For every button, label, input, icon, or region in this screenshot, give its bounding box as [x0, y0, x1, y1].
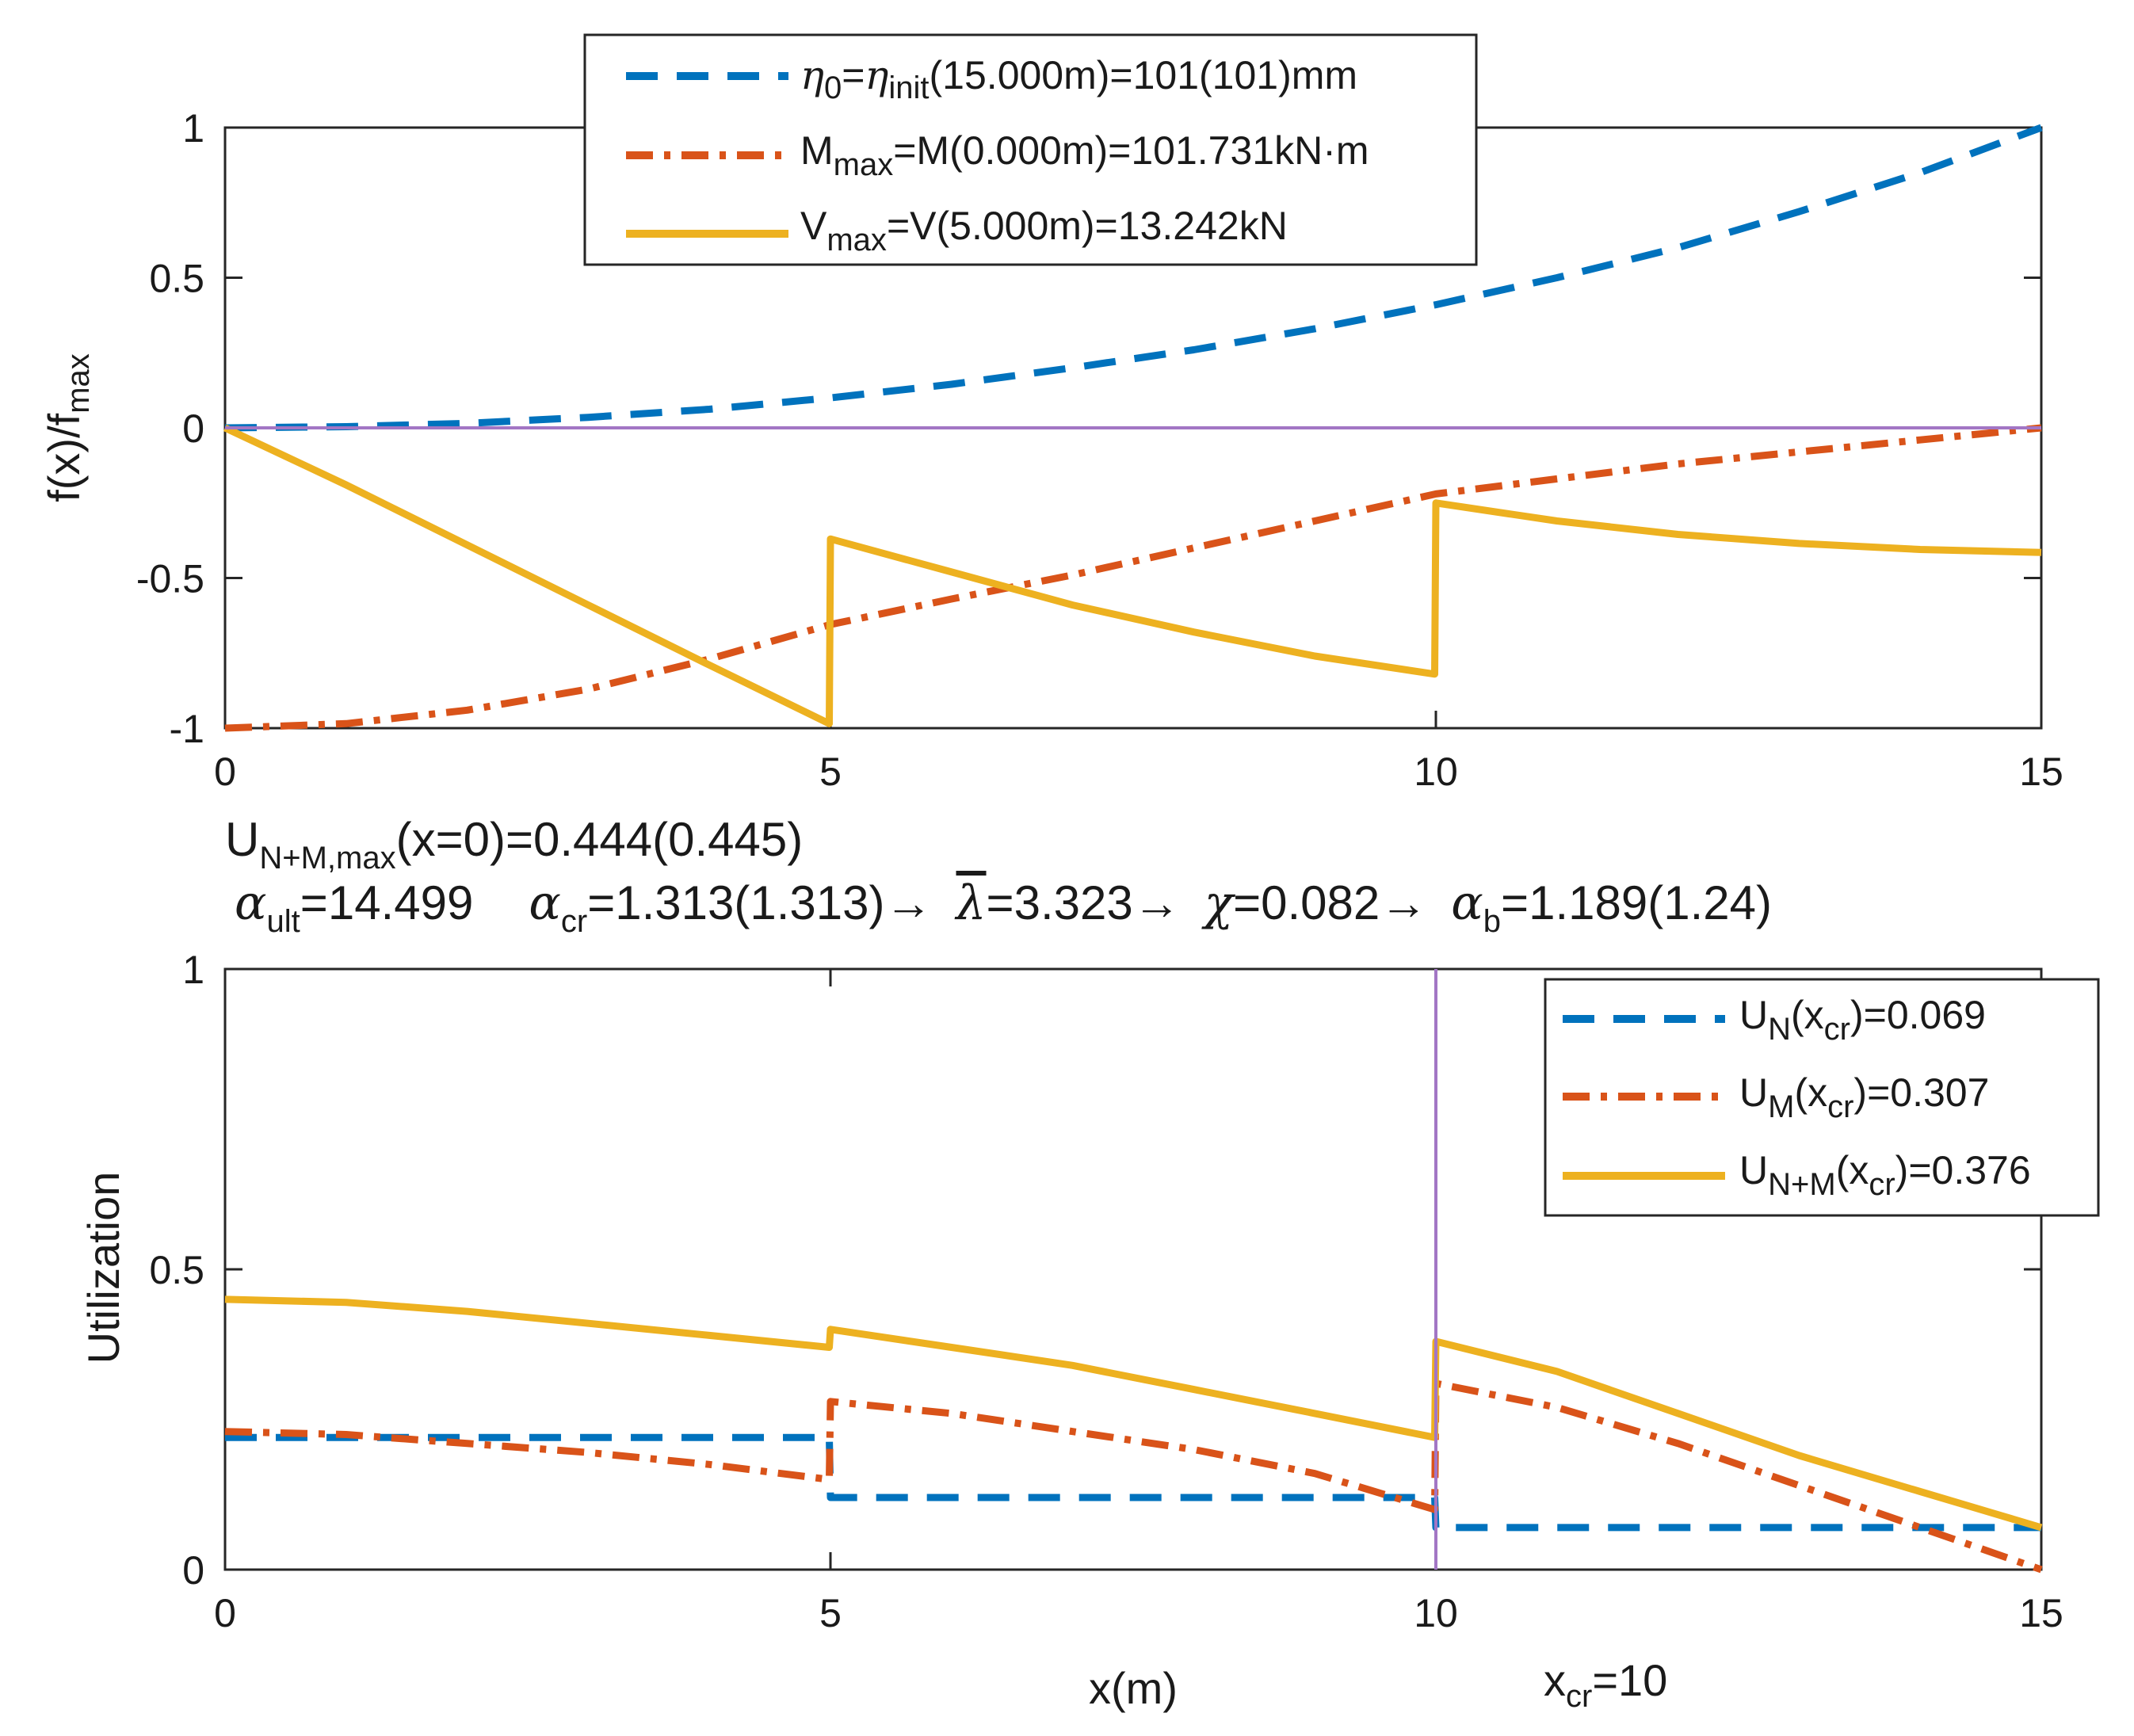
- top-ytick-label: -0.5: [136, 557, 204, 601]
- annotation-line-1: UN+M,max(x=0)=0.444(0.445): [225, 813, 803, 876]
- legend-un-label: UN(xcr)=0.069: [1739, 993, 1986, 1047]
- top-xtick-label: 15: [2019, 750, 2063, 794]
- legend-unm-label: UN+M(xcr)=0.376: [1739, 1148, 2031, 1202]
- top-series-eta: [224, 124, 2043, 432]
- bottom-xtick-label: 10: [1414, 1591, 1458, 1635]
- bottom-ticks: 0 5 10 15 0 0.5 1: [149, 948, 2063, 1635]
- legend-um-label: UM(xcr)=0.307: [1739, 1070, 1989, 1124]
- top-ytick-label: -1: [170, 707, 204, 751]
- top-xtick-label: 0: [214, 750, 236, 794]
- bottom-xlabel: x(m): [1089, 1663, 1178, 1713]
- bottom-series-UN: [225, 1433, 2041, 1532]
- legend-v-label: Vmax=V(5.000m)=13.242kN: [800, 204, 1288, 258]
- top-legend: η0=ηinit(15.000m)=101(101)mm Mmax=M(0.00…: [583, 33, 1478, 266]
- top-xtick-label: 10: [1414, 750, 1458, 794]
- stability-annotation: UN+M,max(x=0)=0.444(0.445) αult=14.499 αc…: [225, 813, 1772, 939]
- top-series: [223, 124, 2043, 732]
- top-ytick-label: 1: [182, 106, 204, 151]
- xcr-label: xcr=10: [1544, 1655, 1667, 1714]
- legend-m-label: Mmax=M(0.000m)=101.731kN·m: [800, 128, 1369, 182]
- annotation-line-2: αult=14.499 αcr=1.313(1.313)→ λ=3.323→ χ=0.…: [235, 876, 1772, 939]
- bottom-xtick-label: 15: [2019, 1591, 2063, 1635]
- bottom-legend: UN(xcr)=0.069 UM(xcr)=0.307 UN+M(xcr)=0.…: [1544, 978, 2100, 1217]
- top-series-M: [224, 424, 2042, 732]
- bottom-xtick-label: 0: [214, 1591, 236, 1635]
- bottom-xtick-label: 5: [819, 1591, 842, 1635]
- top-axes: 0 5 10 15 -1 -0.5 0 0.5 1 f(x)/fmax η0=ηinit(15.…: [39, 33, 2063, 794]
- bottom-ylabel: Utilization: [78, 1172, 128, 1364]
- top-ytick-label: 0: [182, 406, 204, 451]
- top-ticks: 0 5 10 15 -1 -0.5 0 0.5 1: [136, 106, 2063, 794]
- bottom-ytick-label: 0: [182, 1548, 204, 1593]
- bottom-axes: 0 5 10 15 0 0.5 1 Utilization x(m) xcr=10 UN(x…: [78, 948, 2100, 1714]
- bottom-series-UNM: [224, 1295, 2043, 1532]
- bottom-series-UM: [224, 1379, 2043, 1574]
- top-xtick-label: 5: [819, 750, 842, 794]
- bottom-series: [224, 969, 2043, 1574]
- legend-eta-label: η0=ηinit(15.000m)=101(101)mm: [800, 52, 1357, 105]
- top-ytick-label: 0.5: [149, 257, 204, 301]
- top-series-V: [223, 424, 2042, 727]
- top-ylabel: f(x)/fmax: [39, 353, 96, 502]
- bottom-ytick-label: 0.5: [149, 1248, 204, 1292]
- bottom-ytick-label: 1: [182, 948, 204, 992]
